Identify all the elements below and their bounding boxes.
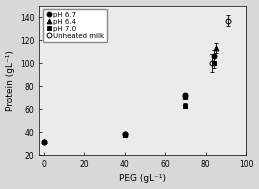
pH 6.7 (212, 55, 215, 57)
Unheated milk (184, 95, 187, 98)
pH 6.7 (184, 94, 187, 96)
Y-axis label: Protein (gL⁻¹): Protein (gL⁻¹) (5, 50, 15, 111)
Legend: pH 6.7, pH 6.4, pH 7.0, Unheated milk: pH 6.7, pH 6.4, pH 7.0, Unheated milk (43, 9, 107, 42)
Line: Unheated milk: Unheated milk (41, 18, 231, 145)
pH 6.4 (123, 133, 126, 136)
pH 6.4 (214, 47, 217, 49)
Unheated milk (226, 19, 229, 22)
pH 7.0 (42, 141, 45, 143)
X-axis label: PEG (gL⁻¹): PEG (gL⁻¹) (119, 174, 166, 184)
pH 6.7 (42, 141, 45, 143)
pH 6.4 (184, 95, 187, 98)
Unheated milk (123, 133, 126, 136)
Line: pH 7.0: pH 7.0 (41, 61, 216, 145)
pH 7.0 (123, 134, 126, 137)
pH 6.4 (42, 140, 45, 142)
Line: pH 6.7: pH 6.7 (41, 54, 216, 145)
Unheated milk (210, 62, 213, 64)
pH 7.0 (212, 62, 215, 64)
pH 6.7 (123, 133, 126, 136)
pH 7.0 (184, 105, 187, 107)
Line: pH 6.4: pH 6.4 (41, 46, 218, 144)
Unheated milk (42, 141, 45, 143)
